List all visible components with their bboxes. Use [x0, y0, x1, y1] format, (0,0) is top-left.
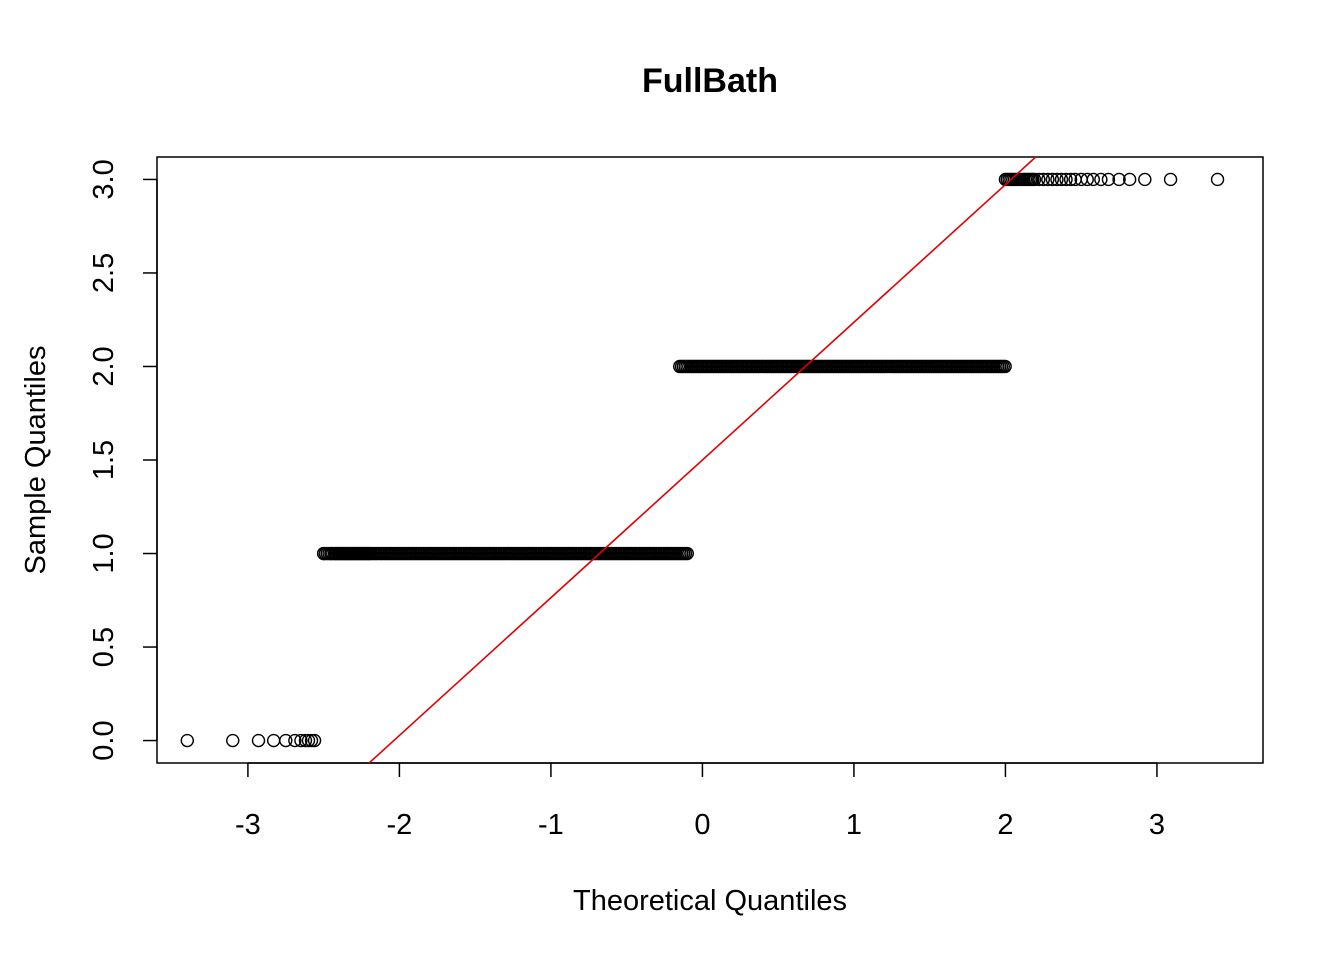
data-point — [1063, 172, 1078, 187]
data-point — [1138, 172, 1152, 187]
x-axis: -3 -2 -1 0 1 2 3 — [235, 762, 1165, 841]
x-axis-label: Theoretical Quantiles — [573, 885, 847, 917]
x-tick-label: 0 — [694, 809, 710, 841]
data-point — [1163, 172, 1178, 187]
y-axis: 0.0 0.5 1.0 1.5 2.0 2.5 3.0 — [88, 159, 158, 761]
plot-frame — [156, 156, 1264, 764]
y-axis-label: Sample Quantiles — [20, 346, 52, 575]
y-tick-label: 0.0 — [88, 720, 120, 760]
y-tick-label: 0.5 — [88, 627, 120, 667]
chart-title: FullBath — [642, 62, 778, 100]
y-tick-label: 2.5 — [88, 253, 120, 293]
data-point — [1080, 172, 1094, 187]
y-tick-label: 1.5 — [88, 440, 120, 480]
data-point — [180, 733, 195, 748]
y-tick-label: 1.0 — [88, 533, 120, 573]
reference-line — [368, 156, 1037, 764]
x-tick-label: -1 — [538, 809, 564, 841]
x-tick-label: 1 — [846, 809, 862, 841]
data-point — [294, 733, 308, 748]
data-point — [680, 546, 694, 561]
data-point — [1027, 172, 1042, 187]
data-point — [1210, 172, 1225, 187]
data-point — [1112, 172, 1126, 187]
x-tick-label: 2 — [997, 809, 1013, 841]
data-point — [1086, 172, 1101, 187]
data-point — [1101, 172, 1116, 187]
data-point — [1122, 172, 1137, 187]
x-tick-label: 3 — [1149, 809, 1165, 841]
data-point — [298, 733, 313, 748]
data-point — [279, 733, 293, 748]
data-point — [1054, 172, 1069, 187]
data-point — [288, 733, 302, 748]
data-point — [1050, 172, 1064, 187]
data-point — [266, 733, 281, 748]
data-point — [1041, 172, 1055, 187]
data-points — [180, 172, 1225, 748]
data-point — [226, 733, 240, 748]
data-point — [301, 733, 316, 748]
data-point — [304, 733, 319, 748]
y-tick-label: 3.0 — [88, 159, 120, 199]
data-point — [998, 359, 1012, 374]
y-tick-label: 2.0 — [88, 346, 120, 386]
data-point — [1059, 172, 1073, 187]
data-point — [1094, 172, 1108, 187]
x-tick-label: -3 — [235, 809, 261, 841]
data-point — [1045, 172, 1060, 187]
data-point — [307, 733, 322, 748]
data-point — [251, 733, 266, 748]
x-tick-label: -2 — [387, 809, 413, 841]
